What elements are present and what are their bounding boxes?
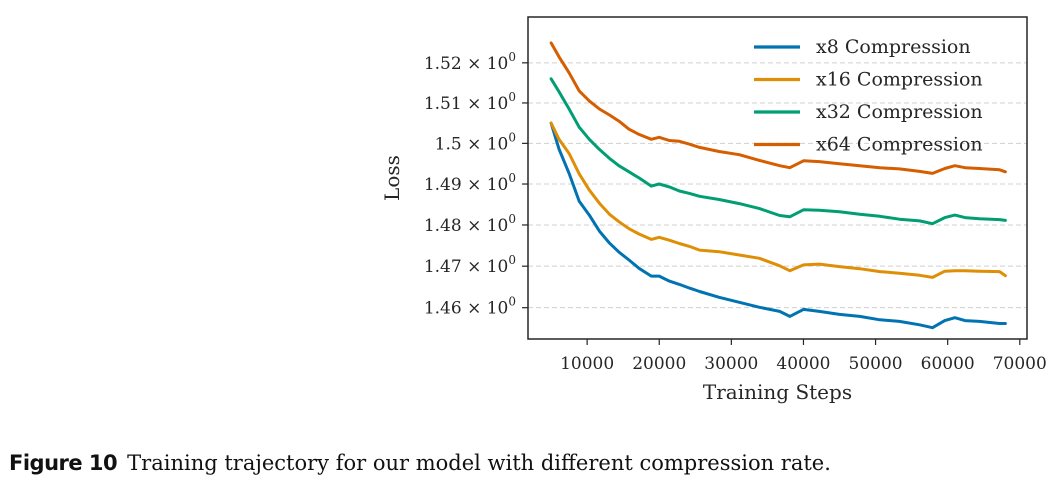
series-line-x16 bbox=[549, 121, 1007, 279]
y-axis-title: Loss bbox=[380, 155, 404, 201]
y-tick-label: 1.51 × 100 bbox=[424, 90, 516, 114]
loss-chart: 1.46 × 100 1.47 × 100 1.48 × 100 1.49 × 100… bbox=[380, 16, 1047, 404]
x-tick-label: 10000 bbox=[560, 354, 614, 374]
series-lines bbox=[549, 41, 1007, 330]
series-line-x8 bbox=[549, 121, 1007, 330]
legend-label: x16 Compression bbox=[816, 69, 983, 91]
caption-text: Training trajectory for our model with d… bbox=[127, 451, 831, 475]
x-tick-label: 70000 bbox=[993, 354, 1047, 374]
x-tick-label: 40000 bbox=[776, 354, 830, 374]
x-axis: 10000 20000 30000 40000 50000 60000 70000 bbox=[560, 339, 1047, 374]
legend-label: x32 Compression bbox=[816, 101, 983, 123]
y-tick-label: 1.48 × 100 bbox=[424, 212, 516, 236]
series-line-x32 bbox=[549, 77, 1007, 226]
y-axis: 1.46 × 100 1.47 × 100 1.48 × 100 1.49 × 100… bbox=[424, 50, 528, 319]
legend: x8 Compression x16 Compression x32 Compres… bbox=[754, 36, 983, 156]
y-tick-label: 1.52 × 100 bbox=[424, 50, 516, 74]
figure-caption: Figure 10 Training trajectory for our mod… bbox=[9, 451, 831, 476]
x-axis-title: Training Steps bbox=[703, 380, 852, 404]
legend-label: x64 Compression bbox=[816, 134, 983, 156]
series-line-x64 bbox=[549, 41, 1007, 175]
x-tick-label: 50000 bbox=[849, 354, 903, 374]
figure-label: Figure 10 bbox=[9, 451, 118, 475]
plot-frame bbox=[527, 16, 1028, 340]
x-tick-label: 30000 bbox=[704, 354, 758, 374]
y-tick-label: 1.5 × 100 bbox=[435, 130, 516, 154]
legend-label: x8 Compression bbox=[816, 36, 971, 58]
x-tick-label: 60000 bbox=[921, 354, 975, 374]
x-tick-label: 20000 bbox=[632, 354, 686, 374]
y-tick-label: 1.47 × 100 bbox=[424, 253, 516, 277]
y-tick-label: 1.46 × 100 bbox=[424, 295, 516, 319]
y-tick-label: 1.49 × 100 bbox=[424, 171, 516, 195]
